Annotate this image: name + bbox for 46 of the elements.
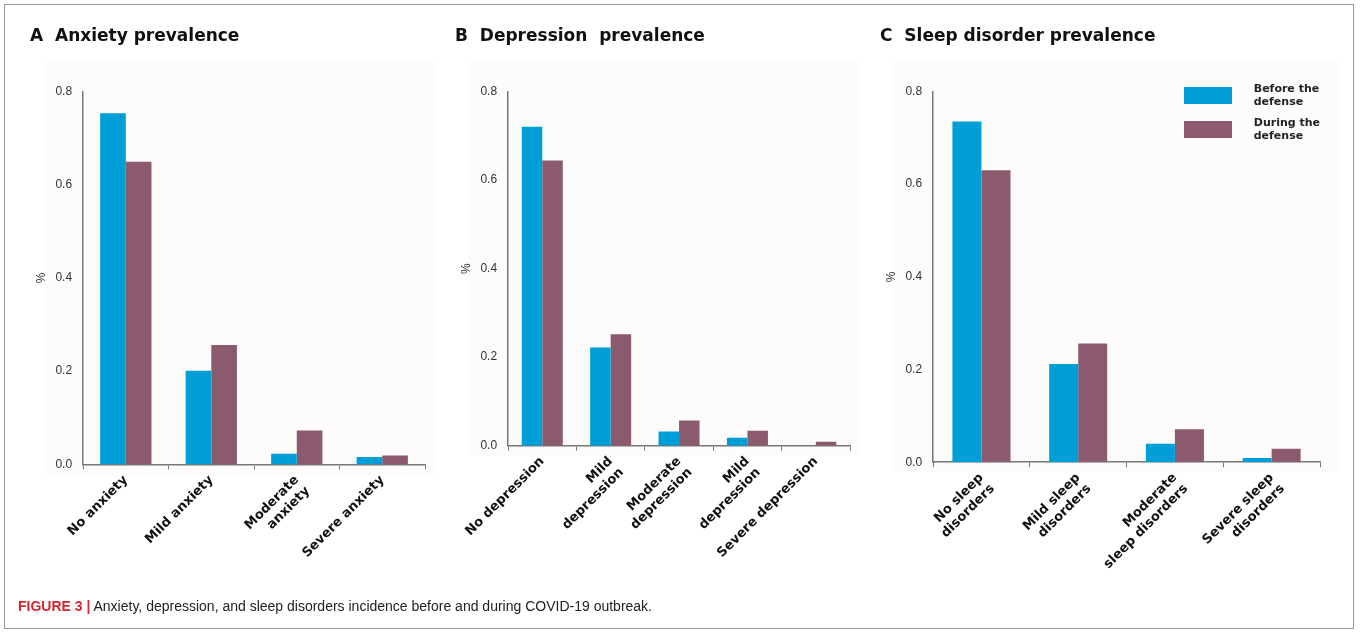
y-axis-title: % <box>458 262 473 274</box>
bar <box>1049 363 1079 463</box>
legend-label: During the defense <box>1253 116 1320 142</box>
y-axis-title: % <box>883 271 898 283</box>
y-tick-label: 0.6 <box>55 176 73 191</box>
y-tick-label: 0.8 <box>480 83 498 98</box>
bar <box>679 420 700 446</box>
y-tick-label: 0.6 <box>905 176 923 191</box>
bar <box>521 126 543 446</box>
bar <box>981 170 1011 463</box>
bar <box>747 430 768 446</box>
chart-title: C Sleep disorder prevalence <box>880 24 1156 45</box>
bar <box>542 160 563 446</box>
y-tick-label: 0.2 <box>905 361 923 376</box>
y-axis-title: % <box>33 272 48 284</box>
bar <box>296 430 323 465</box>
bar <box>1078 343 1108 463</box>
bar <box>382 455 408 465</box>
bar <box>185 370 212 465</box>
y-tick-label: 0.8 <box>55 83 73 98</box>
bar <box>211 345 237 465</box>
chart-title: A Anxiety prevalence <box>30 24 240 45</box>
bar <box>271 453 297 465</box>
y-tick-label: 0.8 <box>905 83 923 98</box>
y-tick-label: 0.4 <box>905 269 923 284</box>
bar <box>610 334 632 446</box>
y-tick-label: 0.0 <box>480 438 498 453</box>
legend-label: Before the defense <box>1253 82 1320 108</box>
bar <box>125 161 152 465</box>
bar <box>1145 443 1175 463</box>
y-tick-label: 0.4 <box>55 270 73 285</box>
bar <box>1271 448 1301 463</box>
y-tick-label: 0.2 <box>55 363 73 378</box>
caption: FIGURE 3 | Anxiety, depression, and sleep disorders incidence before and during COVID-19 outbreak. <box>18 598 653 614</box>
bar <box>1242 458 1272 463</box>
bar <box>590 347 611 446</box>
bar <box>100 113 126 465</box>
y-tick-label: 0.4 <box>480 260 498 275</box>
bar <box>1174 429 1204 463</box>
bar <box>952 121 982 463</box>
y-tick-label: 0.0 <box>905 454 923 469</box>
y-tick-label: 0.6 <box>480 172 498 187</box>
bar <box>356 456 383 465</box>
y-tick-label: 0.0 <box>55 456 73 471</box>
y-tick-label: 0.2 <box>480 349 498 364</box>
chart-title: B Depression prevalence <box>455 24 705 45</box>
